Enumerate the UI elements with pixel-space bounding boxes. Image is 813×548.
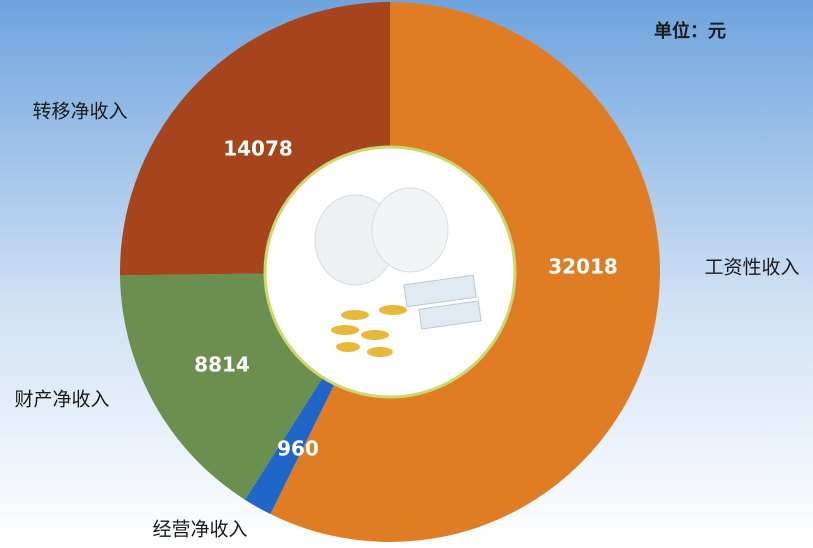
category-label: 工资性收入 [704, 257, 799, 279]
category-label: 转移净收入 [32, 101, 127, 123]
money-icon [314, 187, 482, 357]
value-label: 32018 [548, 255, 618, 279]
value-label: 8814 [194, 353, 250, 377]
category-label: 经营净收入 [152, 519, 247, 541]
category-label: 财产净收入 [14, 389, 109, 411]
value-label: 14078 [223, 137, 293, 161]
center-hole [263, 145, 517, 399]
unit-label: 单位：元 [654, 20, 726, 42]
value-label: 960 [277, 437, 319, 461]
